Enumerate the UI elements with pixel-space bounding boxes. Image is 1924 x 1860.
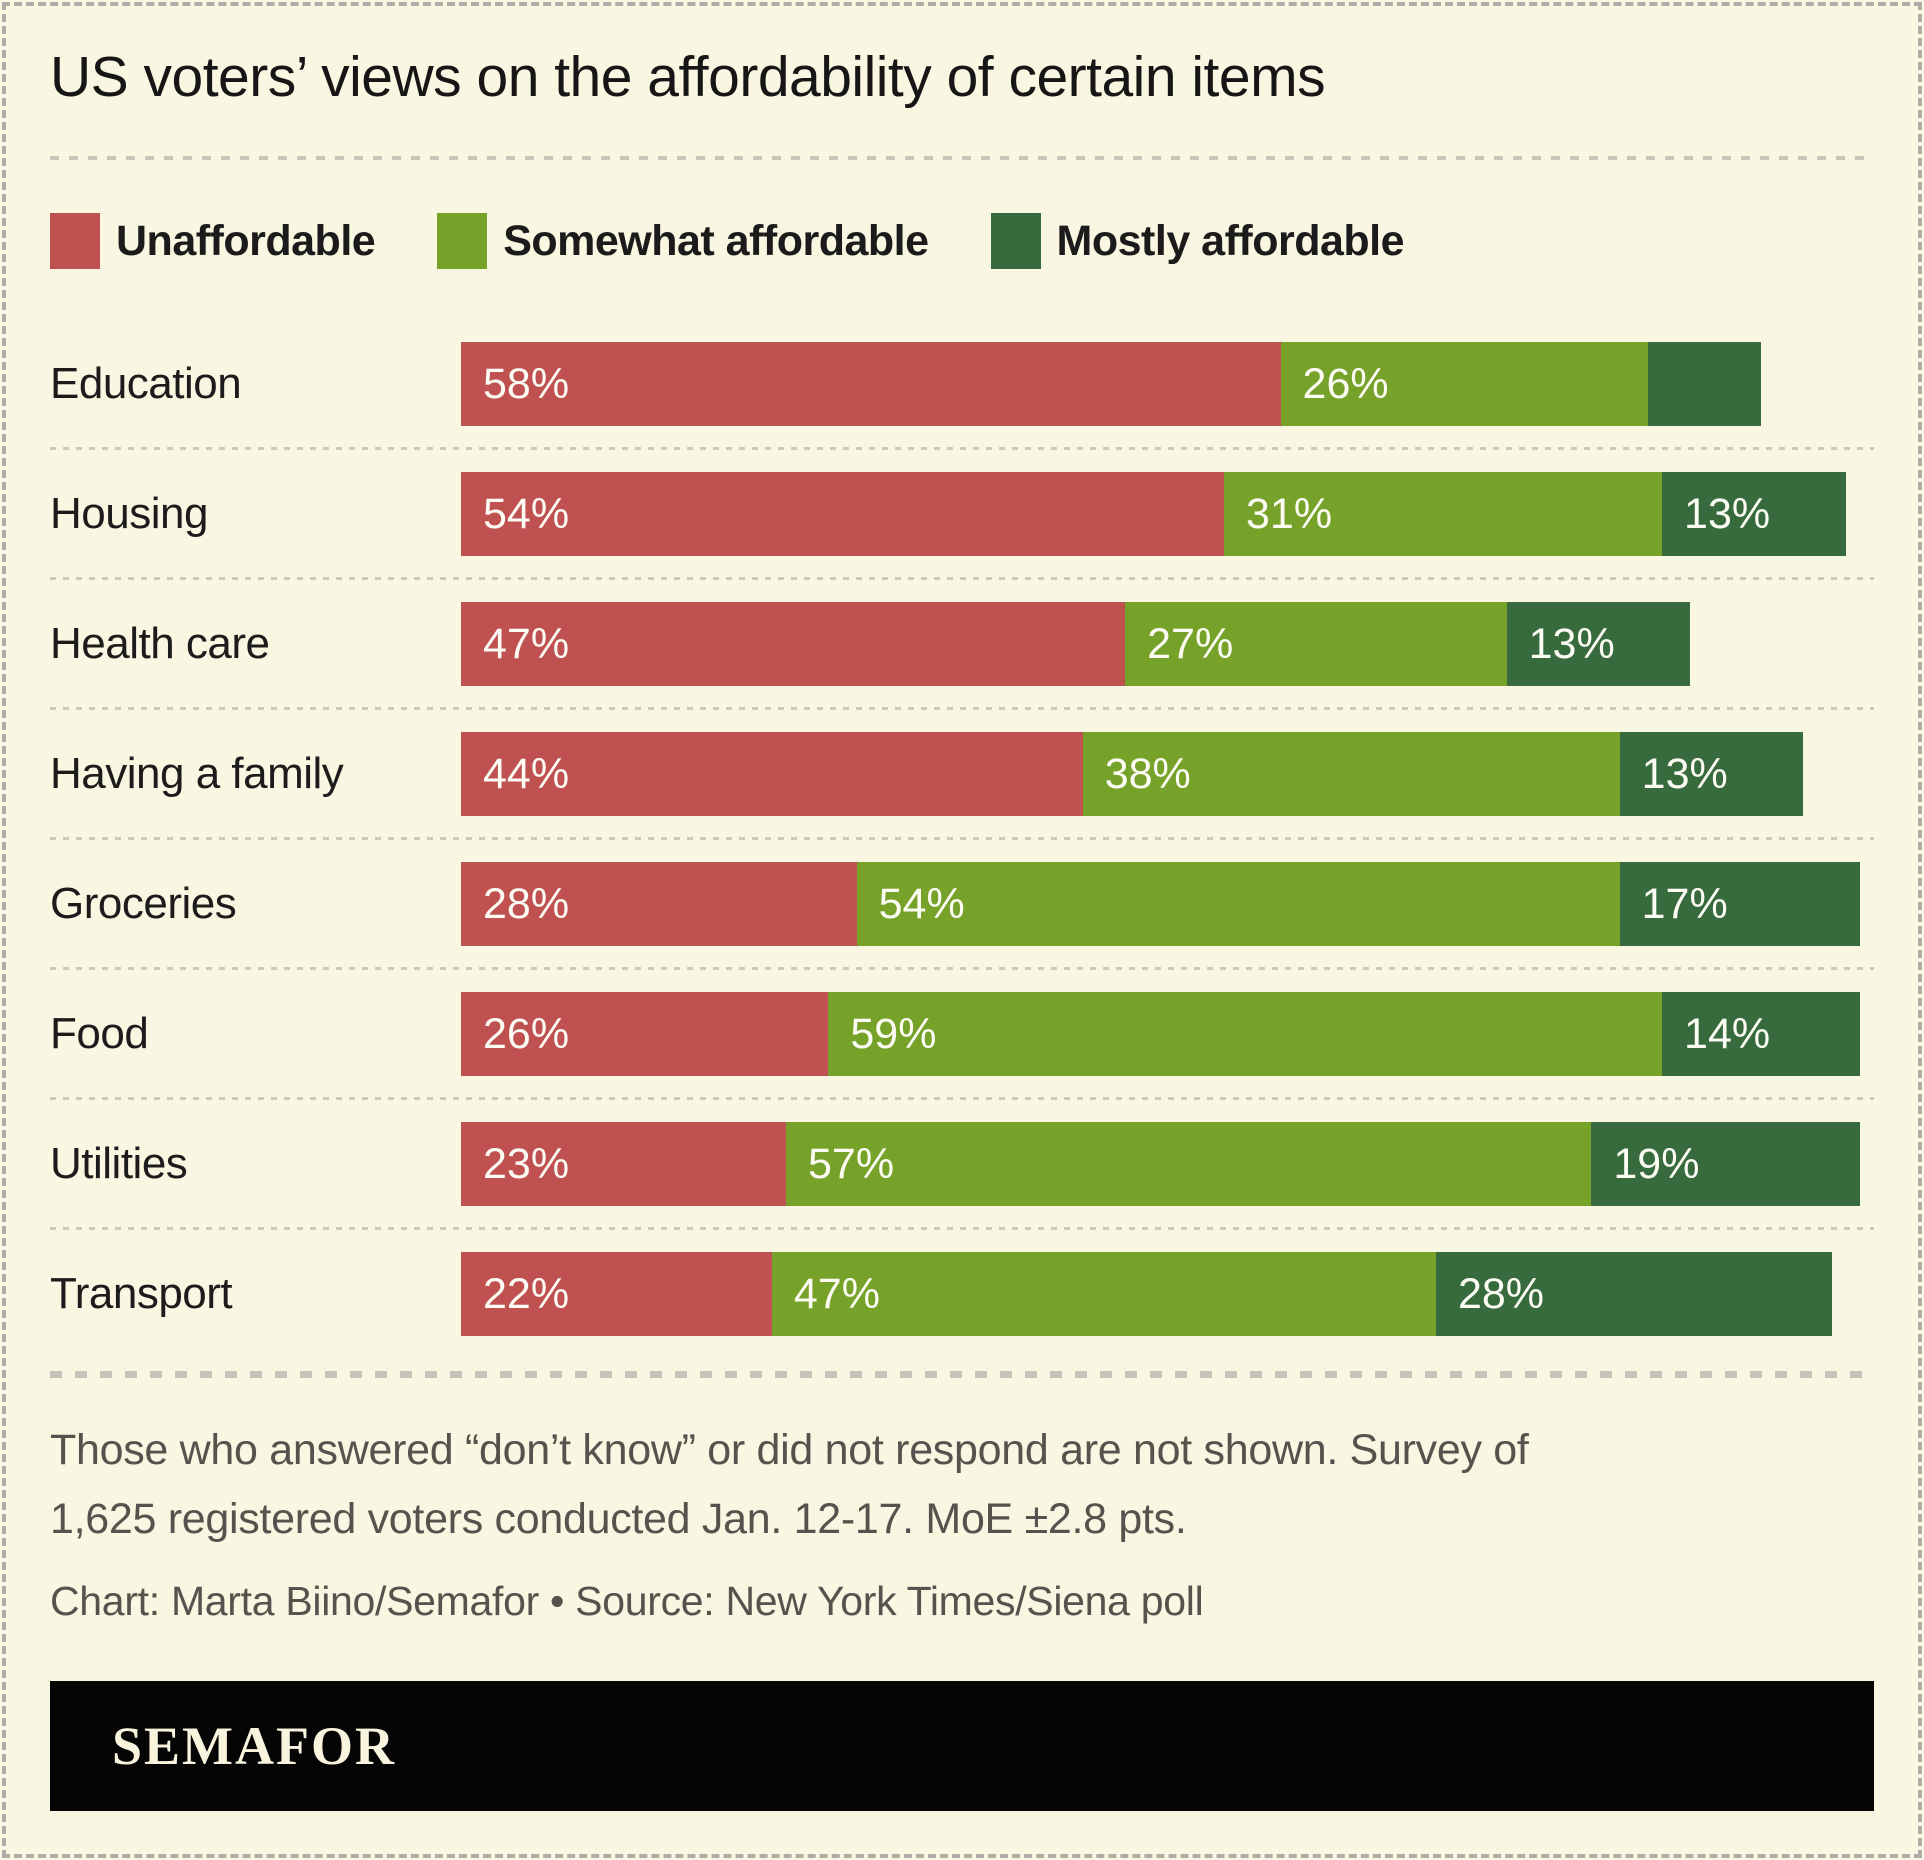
bar-value-label: 47%	[793, 1269, 880, 1318]
legend-item-mostly-affordable: Mostly affordable	[990, 213, 1405, 269]
bar-value-label: 54%	[878, 879, 965, 928]
bar-value-label: 28%	[1457, 1269, 1545, 1318]
chart-row-health-care: Health care 47% 27% 13%	[50, 579, 1874, 710]
footer-divider	[50, 1371, 1874, 1378]
bar-segment-unaffordable: 44%	[461, 732, 1083, 816]
bar-track: 26% 59% 14%	[461, 992, 1874, 1076]
bar-segment-unaffordable: 54%	[461, 472, 1225, 556]
chart-row-transport: Transport 22% 47% 28%	[50, 1229, 1874, 1359]
legend-swatch-somewhat-affordable	[437, 213, 488, 269]
bar-value-label: 59%	[850, 1009, 937, 1058]
bar-segment-unaffordable: 23%	[461, 1122, 786, 1206]
bar-value-label: 47%	[483, 619, 570, 668]
bar-value-label: 13%	[1641, 749, 1728, 798]
bar-value-label: 17%	[1641, 879, 1728, 928]
bar-segment-somewhat-affordable: 26%	[1280, 342, 1648, 426]
legend-swatch-mostly-affordable	[990, 213, 1041, 269]
bar-segment-somewhat-affordable: 47%	[771, 1252, 1436, 1336]
chart-row-utilities: Utilities 23% 57% 19%	[50, 1099, 1874, 1230]
chart-row-having-a-family: Having a family 44% 38% 13%	[50, 709, 1874, 840]
footnote: Those who answered “don’t know” or did n…	[50, 1426, 1529, 1543]
category-label: Groceries	[50, 879, 237, 928]
bar-segment-somewhat-affordable: 54%	[856, 862, 1620, 946]
category-label: Education	[50, 359, 242, 408]
bar-segment-mostly-affordable: 17%	[1619, 862, 1860, 946]
legend-label: Mostly affordable	[1056, 216, 1405, 265]
bar-track: 54% 31% 13%	[461, 472, 1874, 556]
bar-segment-somewhat-affordable: 57%	[785, 1122, 1592, 1206]
bar-value-label: 23%	[483, 1139, 570, 1188]
bar-value-label: 38%	[1104, 749, 1191, 798]
bar-segment-unaffordable: 47%	[461, 602, 1126, 686]
bar-segment-mostly-affordable: 13%	[1662, 472, 1846, 556]
bar-segment-mostly-affordable: 13%	[1506, 602, 1691, 686]
bar-segment-somewhat-affordable: 38%	[1082, 732, 1620, 816]
legend-item-somewhat-affordable: Somewhat affordable	[437, 213, 929, 269]
bar-track: 28% 54% 17%	[461, 862, 1874, 946]
chart-row-groceries: Groceries 28% 54% 17%	[50, 839, 1874, 970]
semafor-logo: SEMAFOR	[112, 1715, 396, 1776]
legend-label: Somewhat affordable	[503, 216, 929, 265]
bar-track: 47% 27% 13%	[461, 602, 1874, 686]
category-label: Having a family	[50, 749, 344, 798]
bar-segment-unaffordable: 58%	[461, 342, 1281, 426]
chart-title: US voters’ views on the affordability of…	[50, 45, 1326, 109]
bar-value-label: 26%	[1302, 359, 1389, 408]
bar-value-label: 26%	[483, 1009, 570, 1058]
category-label: Transport	[50, 1269, 233, 1318]
bar-value-label: 44%	[483, 749, 570, 798]
bar-track: 23% 57% 19%	[461, 1122, 1874, 1206]
bar-segment-somewhat-affordable: 31%	[1224, 472, 1663, 556]
bar-segment-mostly-affordable: 13%	[1619, 732, 1804, 816]
bar-value-label: 54%	[483, 489, 570, 538]
bar-segment-unaffordable: 28%	[461, 862, 857, 946]
bar-value-label: 31%	[1246, 489, 1333, 538]
bar-value-label: 28%	[483, 879, 570, 928]
bar-segment-unaffordable: 22%	[461, 1252, 772, 1336]
legend-label: Unaffordable	[116, 216, 376, 265]
title-divider	[50, 156, 1874, 160]
legend-item-unaffordable: Unaffordable	[50, 213, 376, 269]
category-label: Health care	[50, 619, 270, 668]
category-label: Utilities	[50, 1139, 188, 1188]
bar-value-label: 27%	[1147, 619, 1234, 668]
bar-value-label: 13%	[1684, 489, 1771, 538]
chart-row-food: Food 26% 59% 14%	[50, 969, 1874, 1100]
legend: Unaffordable Somewhat affordable Mostly af…	[50, 212, 1874, 270]
bar-value-label: 57%	[807, 1139, 895, 1188]
bar-segment-mostly-affordable	[1647, 342, 1761, 426]
bar-track: 44% 38% 13%	[461, 732, 1874, 816]
category-label: Housing	[50, 489, 208, 538]
chart-row-education: Education 58% 26%	[50, 319, 1874, 450]
bar-segment-unaffordable: 26%	[461, 992, 829, 1076]
bar-track: 22% 47% 28%	[461, 1252, 1874, 1336]
bar-segment-somewhat-affordable: 59%	[828, 992, 1663, 1076]
category-label: Food	[50, 1009, 149, 1058]
brand-bar: SEMAFOR	[50, 1680, 1874, 1811]
chart-rows: Education 58% 26% Housing 54% 31% 13% Health ca…	[50, 319, 1874, 1359]
bar-value-label: 22%	[483, 1269, 570, 1318]
legend-swatch-unaffordable	[50, 213, 100, 269]
credit-line: Chart: Marta Biino/Semafor • Source: New…	[50, 1577, 1204, 1624]
bar-segment-mostly-affordable: 28%	[1435, 1252, 1832, 1336]
bar-segment-somewhat-affordable: 27%	[1125, 602, 1507, 686]
bar-value-label: 14%	[1684, 1009, 1771, 1058]
bar-track: 58% 26%	[461, 342, 1874, 426]
bar-value-label: 13%	[1528, 619, 1615, 668]
bar-segment-mostly-affordable: 14%	[1662, 992, 1860, 1076]
bar-segment-mostly-affordable: 19%	[1591, 1122, 1860, 1206]
bar-value-label: 58%	[483, 359, 570, 408]
chart-row-housing: Housing 54% 31% 13%	[50, 449, 1874, 580]
bar-value-label: 19%	[1613, 1139, 1700, 1188]
